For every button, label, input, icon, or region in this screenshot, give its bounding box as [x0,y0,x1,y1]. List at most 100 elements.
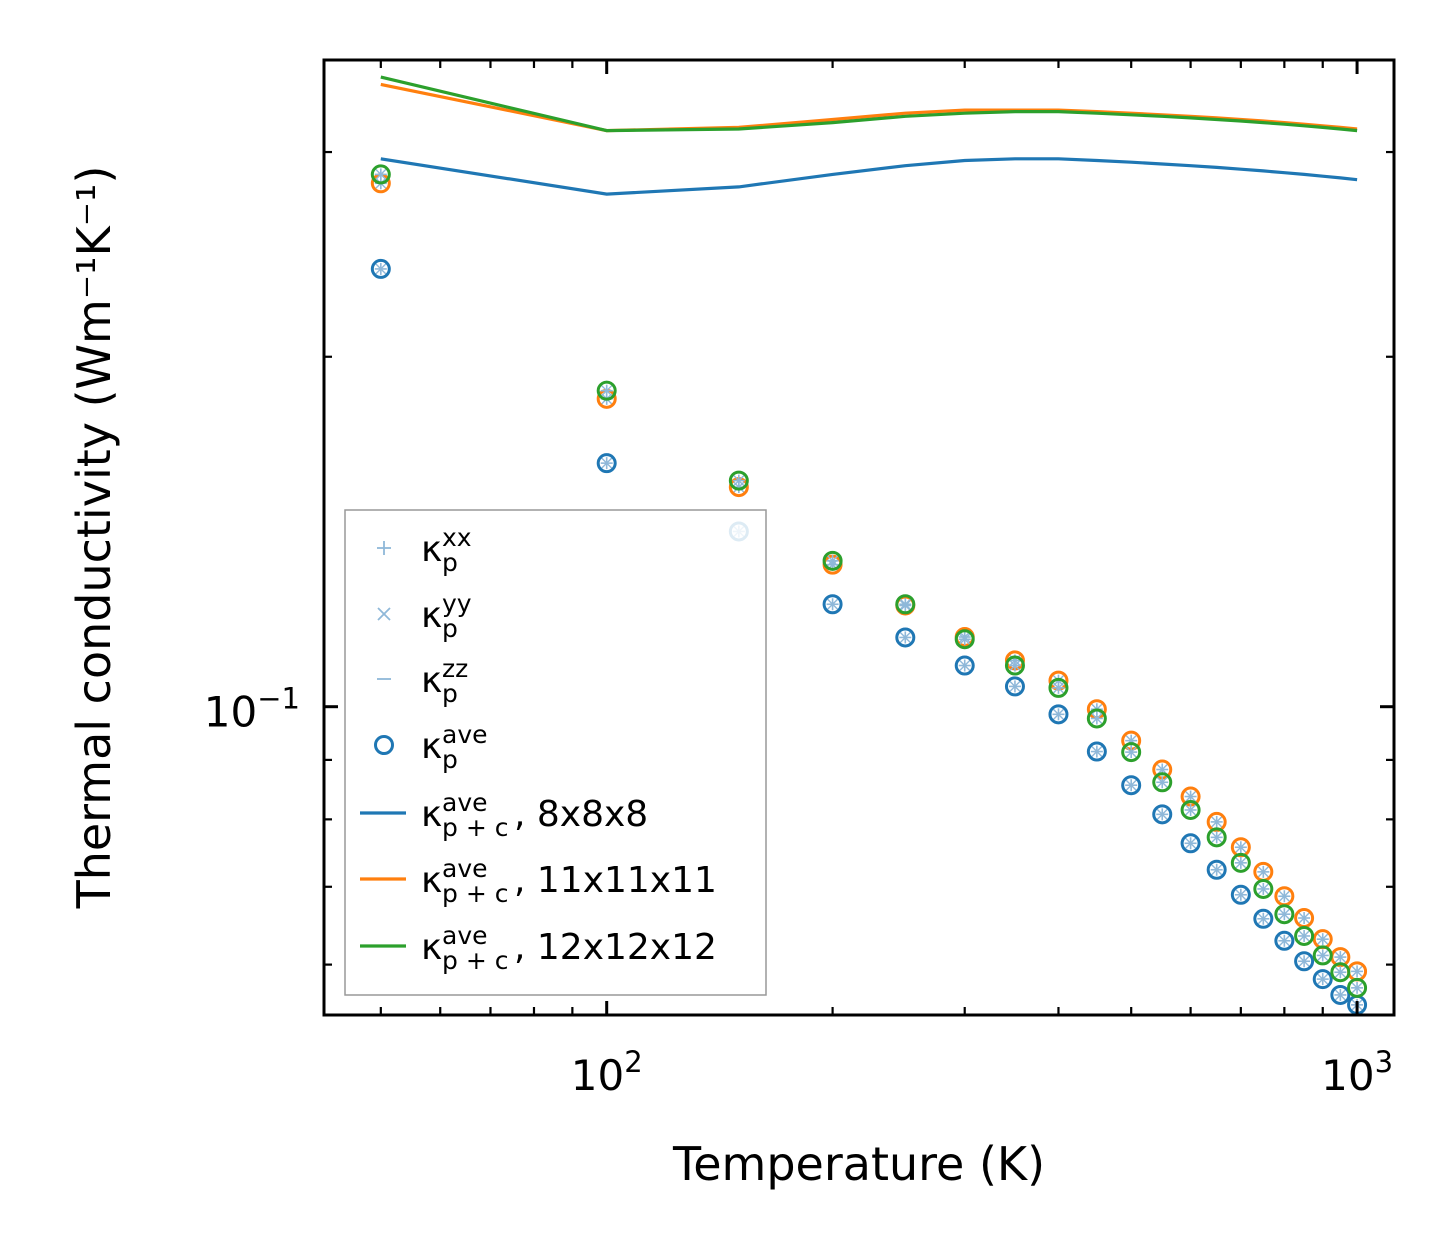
marker-circle [1206,827,1227,848]
marker-circle [954,655,975,676]
marker-x-b [1156,776,1168,788]
marker-circle [1180,833,1201,854]
marker-x-b [1156,808,1168,820]
marker-x-b [1334,966,1346,978]
marker-circle [1206,859,1227,880]
legend-label-sup: xx [442,523,472,552]
marker-circle [1230,884,1251,905]
marker-x-b [1052,682,1064,694]
legend-label-sub: p [442,745,458,774]
marker-circle [1330,984,1351,1005]
marker-x-b [1317,949,1329,961]
marker-x-b [1235,889,1247,901]
marker-circle [1048,704,1069,725]
data-point-2-0 [370,164,391,185]
legend-label-sub: p [442,679,458,708]
data-point-1-17 [1312,929,1333,950]
marker-circle [1206,811,1227,832]
data-point-2-18 [1330,962,1351,983]
data-point-2-15 [1274,904,1295,925]
marker-circle [1048,677,1069,698]
data-point-0-14 [1253,908,1274,929]
marker-circle [1294,925,1315,946]
legend-label-sup: ave [442,788,488,817]
legend-label: κ [421,529,442,570]
data-point-0-16 [1294,951,1315,972]
marker-circle [1086,741,1107,762]
marker-x-b [601,457,613,469]
marker-x-b [1091,746,1103,758]
marker-circle [1312,969,1333,990]
marker-circle [1253,878,1274,899]
legend-label: κ [421,927,442,968]
data-point-2-11 [1180,799,1201,820]
legend-label-sub: p [442,614,458,643]
legend-label-sup: yy [442,589,472,618]
marker-x-b [1125,746,1137,758]
marker-circle [1086,708,1107,729]
marker-x-b [1334,951,1346,963]
line-series-0 [380,157,1358,196]
marker-x-b [827,555,839,567]
data-point-0-8 [1086,741,1107,762]
marker-x-b [1278,908,1290,920]
marker-circle [1274,930,1295,951]
data-point-0-6 [1004,676,1025,697]
marker-x-b [1211,831,1223,843]
plot-lines [380,75,1358,196]
legend-label: κ [421,660,442,701]
line-series-1 [380,82,1358,133]
legend-label-sup: ave [442,854,488,883]
data-point-2-7 [1048,677,1069,698]
data-point-0-15 [1274,930,1295,951]
marker-circle [895,627,916,648]
data-point-0-17 [1312,969,1333,990]
marker-circle [1312,945,1333,966]
marker-circle [1004,655,1025,676]
data-point-2-4 [895,594,916,615]
data-point-0-10 [1152,804,1173,825]
data-point-0-12 [1206,859,1227,880]
data-point-2-12 [1206,827,1227,848]
data-point-1-19 [1347,961,1368,982]
marker-x-b [1317,933,1329,945]
data-point-2-13 [1230,852,1251,873]
legend-label-sup: ave [442,720,488,749]
x-axis-label: Temperature (K) [672,1137,1045,1191]
legend-label-suffix: , 11x11x11 [514,860,717,901]
data-point-2-3 [822,550,843,571]
data-point-2-6 [1004,655,1025,676]
marker-x-b [1185,837,1197,849]
legend-entry-1: κ yyp [377,589,472,643]
marker-x-b [899,598,911,610]
marker-circle [1121,742,1142,763]
marker-circle [596,380,617,401]
y-axis-label: Thermal conductivity (Wm⁻¹K⁻¹) [67,166,121,910]
marker-circle [1004,676,1025,697]
marker-x-b [1351,982,1363,994]
legend-label-suffix: , 8x8x8 [514,794,648,835]
legend-label: κ [421,595,442,636]
legend-label-sup: zz [442,654,468,683]
marker-x-b [1257,866,1269,878]
legend-box [344,509,767,996]
marker-x-b [1298,930,1310,942]
data-point-0-3 [822,594,843,615]
legend-label: κ [421,794,442,835]
data-point-1-13 [1230,837,1251,858]
marker-circle [1330,962,1351,983]
marker-circle [1230,852,1251,873]
marker-x-b [1298,955,1310,967]
marker-x-b [1211,864,1223,876]
data-point-0-1 [596,453,617,474]
data-point-1-12 [1206,811,1227,832]
marker-circle [954,629,975,650]
data-point-2-5 [954,629,975,650]
x-tick-label: 103 [1321,1045,1393,1100]
marker-circle [1180,799,1201,820]
plot-points [370,164,1368,1015]
